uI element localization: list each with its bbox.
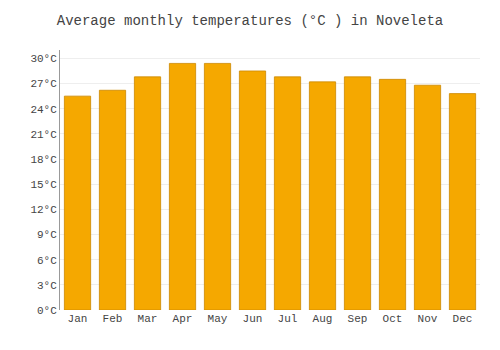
svg-text:Mar: Mar (138, 313, 158, 325)
svg-text:30°C: 30°C (30, 53, 57, 65)
svg-text:18°C: 18°C (30, 154, 57, 166)
svg-text:Jan: Jan (68, 313, 88, 325)
svg-text:24°C: 24°C (30, 104, 57, 116)
svg-text:Jun: Jun (243, 313, 263, 325)
svg-text:27°C: 27°C (30, 78, 57, 90)
svg-text:12°C: 12°C (30, 204, 57, 216)
svg-text:Nov: Nov (418, 313, 438, 325)
svg-text:Apr: Apr (173, 313, 193, 325)
svg-text:May: May (208, 313, 228, 325)
svg-text:Sep: Sep (348, 313, 368, 325)
svg-text:Dec: Dec (453, 313, 473, 325)
svg-text:Average monthly temperatures (: Average monthly temperatures (°C ) in No… (57, 13, 443, 29)
svg-text:0°C: 0°C (37, 305, 57, 317)
svg-text:Oct: Oct (383, 313, 403, 325)
svg-text:Feb: Feb (103, 313, 123, 325)
svg-text:Jul: Jul (278, 313, 298, 325)
svg-text:21°C: 21°C (30, 129, 57, 141)
svg-text:6°C: 6°C (37, 255, 57, 267)
svg-text:15°C: 15°C (30, 179, 57, 191)
svg-text:9°C: 9°C (37, 229, 57, 241)
svg-text:3°C: 3°C (37, 280, 57, 292)
svg-text:Aug: Aug (313, 313, 333, 325)
